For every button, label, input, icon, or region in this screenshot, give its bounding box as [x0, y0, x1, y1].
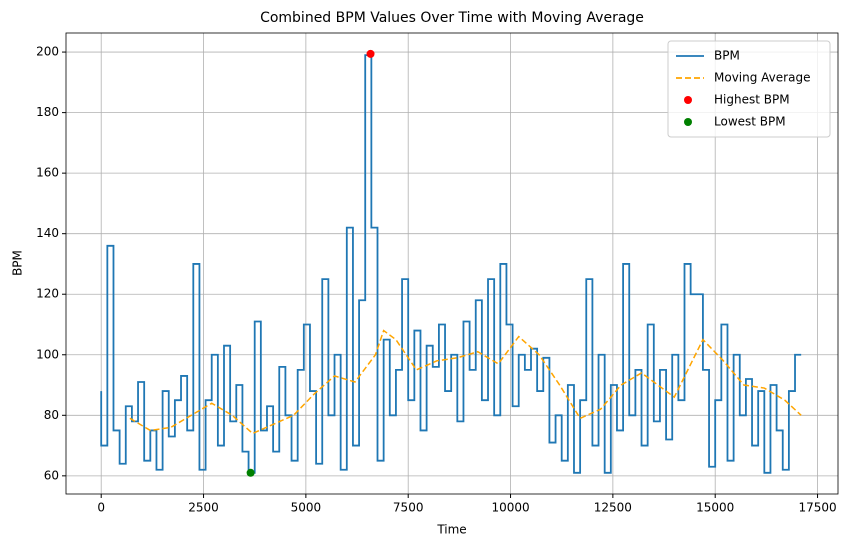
- x-tick-label: 12500: [594, 501, 632, 515]
- x-axis-label: Time: [436, 523, 466, 537]
- y-tick-label: 120: [36, 287, 59, 301]
- x-tick-label: 2500: [188, 501, 219, 515]
- y-tick-label: 180: [36, 105, 59, 119]
- y-axis-label: BPM: [11, 250, 25, 276]
- legend-label: Highest BPM: [714, 93, 790, 107]
- bpm-line: [100, 54, 802, 474]
- legend-swatch: [684, 96, 692, 104]
- x-tick-label: 7500: [393, 501, 424, 515]
- moving-average-line: [129, 329, 802, 435]
- marker-point: [366, 49, 375, 58]
- x-tick-label: 0: [97, 501, 105, 515]
- y-tick-label: 140: [36, 226, 59, 240]
- legend-label: Moving Average: [714, 71, 810, 85]
- y-tick-label: 160: [36, 166, 59, 180]
- x-tick-label: 5000: [291, 501, 322, 515]
- x-tick-label: 17500: [798, 501, 836, 515]
- chart-title: Combined BPM Values Over Time with Movin…: [260, 10, 644, 26]
- y-tick-label: 60: [44, 468, 59, 482]
- marker-point: [246, 468, 255, 477]
- x-tick-label: 10000: [491, 501, 529, 515]
- y-tick-label: 100: [36, 347, 59, 361]
- y-tick-label: 80: [44, 408, 59, 422]
- plot-frame: [65, 32, 839, 495]
- legend-box: [667, 40, 831, 138]
- legend-label: BPM: [714, 49, 740, 63]
- legend-label: Lowest BPM: [714, 115, 786, 129]
- x-tick-label: 15000: [696, 501, 734, 515]
- legend: BPM Moving Average Highest BPM Lowest BPM: [667, 40, 831, 138]
- legend-swatch: [684, 118, 692, 126]
- y-tick-label: 200: [36, 45, 59, 59]
